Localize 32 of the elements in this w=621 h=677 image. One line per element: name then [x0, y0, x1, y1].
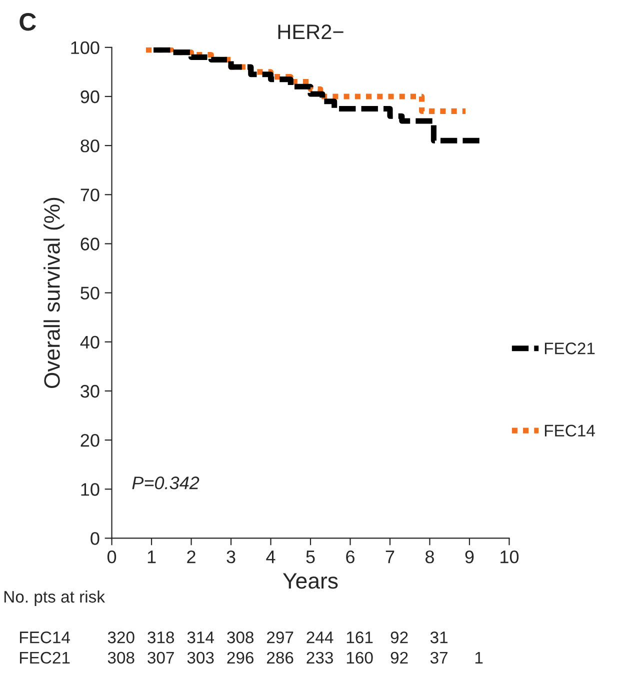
x-tick-label: 9 — [465, 550, 474, 564]
legend-label: FEC14 — [544, 424, 595, 437]
y-tick-label: 70 — [80, 188, 100, 202]
x-tick-label: 3 — [226, 550, 236, 564]
y-tick-label: 100 — [71, 41, 100, 54]
x-tick-label: 4 — [266, 550, 276, 564]
chart-title: HER2− — [278, 24, 344, 40]
text: FEC21 308 307 303 296 286 233 160 92 37 1 — [20, 652, 483, 664]
y-tick-label: 30 — [80, 384, 100, 398]
y-tick-label: 40 — [80, 336, 100, 349]
x-tick-label: 0 — [107, 550, 116, 564]
text: No. pts at risk — [4, 590, 106, 606]
y-tick-label: 60 — [80, 238, 100, 250]
annotation: P=0.342 — [132, 476, 200, 490]
y-tick-label: 80 — [80, 139, 100, 152]
text: FEC14 320 318 314 308 297 244 161 92 31 — [20, 632, 448, 644]
y-tick-label: 90 — [80, 90, 100, 104]
x-tick-label: 6 — [346, 550, 354, 564]
x-tick-label: 1 — [148, 550, 156, 564]
x-tick-label: 7 — [386, 550, 394, 564]
x-tick-label: 8 — [425, 550, 434, 564]
legend-label: FEC21 — [544, 342, 595, 354]
y-tick-label: 0 — [90, 532, 100, 545]
x-axis-title: Years — [282, 573, 338, 589]
y-tick-label: 50 — [80, 286, 100, 300]
text: C — [20, 13, 36, 31]
y-axis-title: Overall survival (%) — [44, 198, 64, 388]
x-tick-label: 10 — [500, 550, 519, 564]
x-tick-label: 5 — [306, 550, 315, 564]
y-tick-label: 20 — [80, 434, 100, 447]
x-tick-label: 2 — [187, 550, 196, 564]
y-tick-label: 10 — [81, 483, 100, 496]
